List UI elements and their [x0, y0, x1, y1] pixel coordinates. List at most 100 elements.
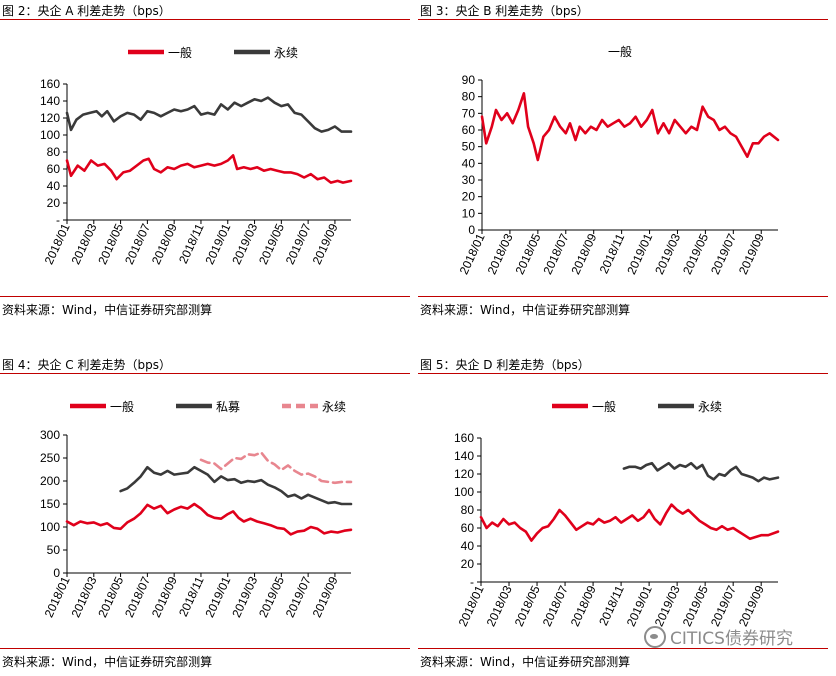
legend-label: 永续 — [698, 400, 722, 414]
y-tick-label: 250 — [40, 451, 60, 465]
x-tick-label: 2018/07 — [540, 231, 571, 277]
x-tick-label: 2018/11 — [596, 583, 627, 628]
source-note: 资料来源：Wind，中信证券研究部测算 — [2, 303, 213, 317]
wechat-icon — [644, 625, 666, 648]
y-tick-label: 10 — [462, 206, 476, 220]
source-rule — [0, 296, 410, 297]
y-tick-label: 50 — [462, 140, 476, 154]
panel-d: 图 5：央企 D 利差走势（bps） - 20 40 60 80 100 120 140 160… — [418, 356, 828, 676]
x-tick-label: 2018/01 — [457, 231, 488, 277]
watermark-text: CITICS债券研究 — [670, 629, 793, 649]
y-tick-label: 100 — [40, 128, 60, 142]
x-tick-label: 2019/01 — [624, 583, 655, 629]
x-tick-label: 2019/09 — [310, 221, 341, 267]
source-rule — [418, 648, 828, 649]
y-tick-label: 100 — [454, 485, 474, 499]
series-line-一般 — [65, 502, 353, 536]
title-rule — [418, 373, 828, 374]
y-tick-label: 50 — [47, 543, 61, 557]
x-tick-label: 2018/03 — [485, 231, 516, 277]
watermark: CITICS债券研究 — [644, 624, 793, 649]
x-tick-label: 2019/01 — [624, 231, 655, 277]
panel-c: 图 4：央企 C 利差走势（bps） 0 50 100 150 200 250 300 201… — [0, 356, 410, 676]
x-tick-label: 2018/05 — [513, 231, 544, 277]
source-note: 资料来源：Wind，中信证券研究部测算 — [420, 655, 631, 669]
y-tick-label: 140 — [40, 94, 60, 108]
y-tick-label: 70 — [462, 106, 476, 120]
series-line-一般 — [480, 92, 780, 162]
legend-label: 一般 — [168, 45, 192, 60]
x-tick-label: 2018/05 — [512, 583, 543, 629]
series-line-永续 — [199, 451, 353, 485]
x-tick-label: 2019/05 — [680, 231, 711, 277]
legend-label: 一般 — [608, 44, 632, 59]
y-tick-label: 40 — [462, 156, 476, 170]
series-line-一般 — [65, 154, 353, 184]
y-tick-label: 150 — [40, 497, 60, 511]
y-tick-label: 120 — [454, 467, 474, 481]
y-tick-label: 80 — [47, 145, 61, 159]
y-tick-label: 0 — [468, 223, 475, 237]
y-tick-label: 60 — [462, 123, 476, 137]
x-tick-label: 2018/01 — [456, 583, 487, 629]
legend-label: 永续 — [322, 400, 346, 414]
x-tick-label: 2019/05 — [680, 583, 711, 629]
y-tick-label: 40 — [47, 179, 61, 193]
x-tick-label: 2018/09 — [568, 231, 599, 277]
source-note: 资料来源：Wind，中信证券研究部测算 — [420, 303, 631, 317]
y-tick-label: 40 — [461, 539, 475, 553]
x-tick-label: 2019/03 — [652, 583, 683, 629]
legend-label: 私募 — [216, 400, 240, 414]
x-tick-label: 2018/07 — [540, 583, 571, 629]
source-note: 资料来源：Wind，中信证券研究部测算 — [2, 655, 213, 669]
spread-line-chart-d: -204060801001201401602018/012018/032018/… — [454, 399, 780, 629]
y-tick-label: 20 — [462, 190, 476, 204]
y-tick-label: 90 — [462, 73, 476, 87]
series-line-永续 — [622, 461, 780, 483]
y-tick-label: 20 — [47, 196, 61, 210]
x-tick-label: 2019/09 — [736, 583, 767, 629]
y-tick-label: 20 — [461, 557, 475, 571]
y-tick-label: 0 — [53, 566, 60, 580]
x-tick-label: 2018/11 — [597, 231, 628, 276]
title-rule — [0, 373, 410, 374]
spread-line-chart-a: -204060801001201401602018/012018/032018/… — [40, 45, 353, 267]
series-line-永续 — [65, 96, 353, 133]
chart-title: 图 3：央企 B 利差走势（bps） — [420, 4, 589, 18]
y-tick-label: 80 — [461, 503, 475, 517]
title-rule — [418, 19, 828, 20]
series-line-私募 — [119, 465, 353, 506]
x-tick-label: 2019/07 — [708, 583, 739, 629]
y-tick-label: 80 — [462, 90, 476, 104]
chart-title: 图 5：央企 D 利差走势（bps） — [420, 358, 590, 372]
y-tick-label: 120 — [40, 111, 60, 125]
source-rule — [418, 296, 828, 297]
source-rule — [0, 648, 410, 649]
y-tick-label: 160 — [454, 431, 474, 445]
x-tick-label: 2018/03 — [484, 583, 515, 629]
y-tick-label: 140 — [454, 449, 474, 463]
x-tick-label: 2019/03 — [652, 231, 683, 277]
chart-title: 图 4：央企 C 利差走势（bps） — [2, 358, 171, 372]
y-tick-label: 160 — [40, 77, 60, 91]
y-tick-label: 300 — [40, 428, 60, 442]
panel-b: 图 3：央企 B 利差走势（bps） 0 10 20 30 40 50 60 70 80 90 20… — [418, 2, 828, 322]
x-tick-label: 2019/09 — [310, 574, 341, 620]
series-line-一般 — [479, 503, 780, 542]
spread-line-chart-c: 0501001502002503002018/012018/032018/052… — [40, 399, 353, 620]
y-tick-label: - — [56, 213, 60, 227]
legend-label: 一般 — [592, 399, 616, 414]
legend-label: 一般 — [110, 399, 134, 414]
y-tick-label: 100 — [40, 520, 60, 534]
y-tick-label: 30 — [462, 173, 476, 187]
y-tick-label: 200 — [40, 474, 60, 488]
x-tick-label: 2019/09 — [736, 231, 767, 277]
y-tick-label: - — [470, 575, 474, 589]
chart-title: 图 2：央企 A 利差走势（bps） — [2, 4, 171, 18]
title-rule — [0, 19, 410, 20]
y-tick-label: 60 — [47, 162, 61, 176]
spread-line-chart-b: 0 10 20 30 40 50 60 70 80 90 2018/012018/032018/05… — [457, 44, 780, 277]
panel-a: 图 2：央企 A 利差走势（bps） - 20 40 60 80 100 120 140 160… — [0, 2, 410, 322]
legend-label: 永续 — [274, 46, 298, 60]
y-tick-label: 60 — [461, 521, 475, 535]
